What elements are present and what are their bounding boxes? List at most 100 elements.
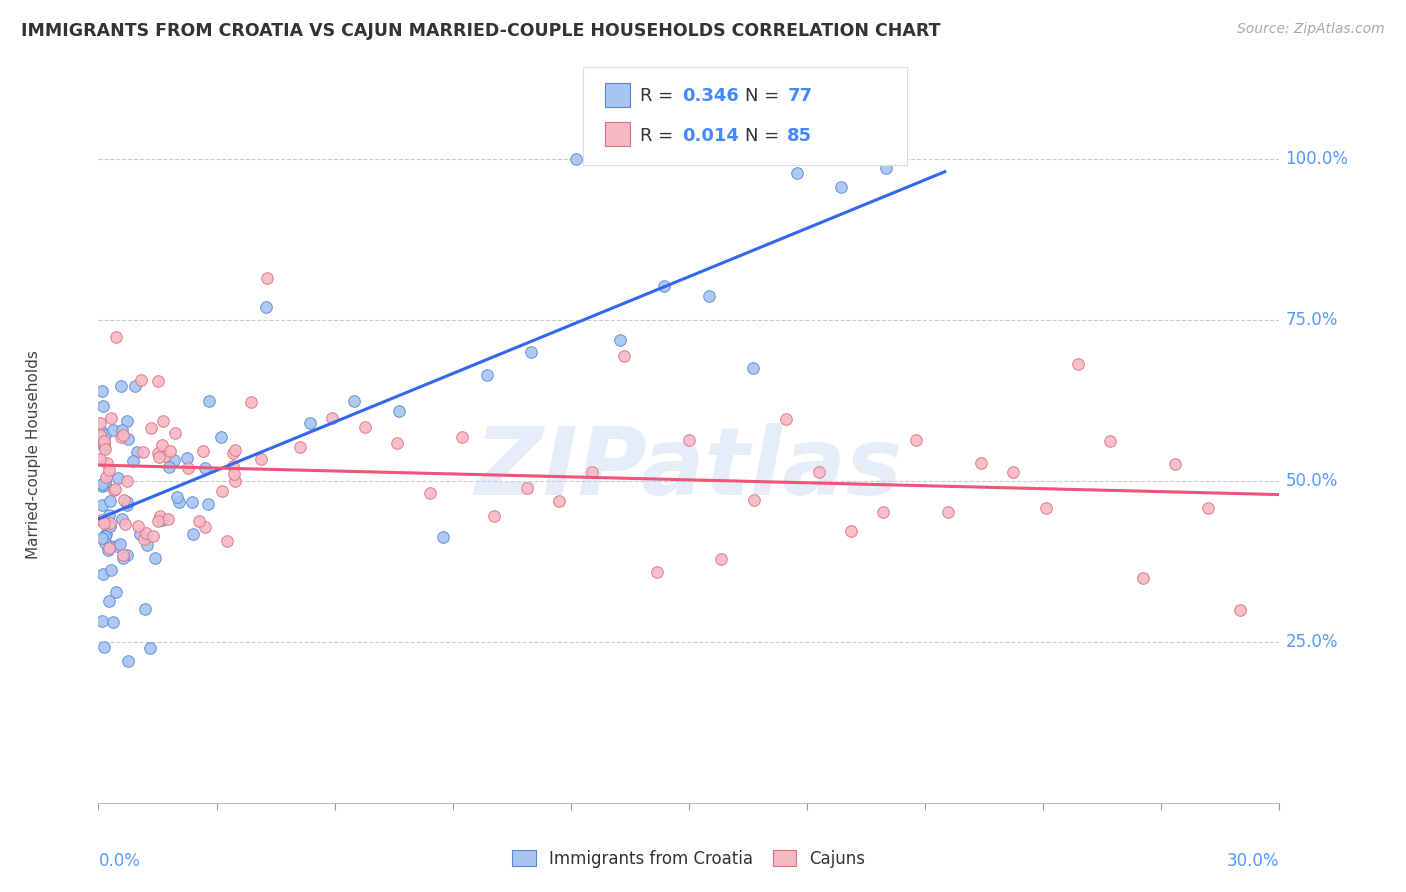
Point xyxy=(197,394,219,409)
Point xyxy=(142,529,165,543)
Point xyxy=(150,438,173,452)
Point xyxy=(388,403,411,417)
Point xyxy=(839,524,862,538)
Point xyxy=(564,152,588,166)
Point xyxy=(163,426,186,441)
Text: 50.0%: 50.0% xyxy=(1285,472,1337,490)
Point xyxy=(141,420,163,434)
Point xyxy=(105,330,128,344)
Point xyxy=(904,433,927,447)
Point xyxy=(127,444,149,458)
Point xyxy=(149,509,172,524)
Point xyxy=(156,512,179,526)
Point xyxy=(105,540,128,554)
Point xyxy=(112,551,135,566)
Point xyxy=(100,564,122,578)
Point xyxy=(875,161,897,176)
Point xyxy=(117,433,139,447)
Point xyxy=(194,520,217,534)
Point xyxy=(98,518,121,533)
Point xyxy=(94,470,117,484)
Point xyxy=(100,410,122,425)
Point xyxy=(157,460,180,475)
Point xyxy=(678,433,700,447)
Point xyxy=(135,525,157,540)
Point xyxy=(98,539,121,553)
Point xyxy=(970,457,993,471)
Point xyxy=(91,476,114,491)
Point xyxy=(1197,500,1219,515)
Point xyxy=(97,541,120,556)
Point xyxy=(222,445,245,459)
Point xyxy=(1067,357,1090,371)
Point xyxy=(90,513,112,527)
Point xyxy=(197,497,219,511)
Point xyxy=(742,360,765,375)
Point xyxy=(419,485,441,500)
Point xyxy=(150,513,173,527)
Point xyxy=(222,458,245,473)
Point xyxy=(91,425,114,439)
Point xyxy=(250,452,273,467)
Point xyxy=(581,465,603,479)
Legend: Immigrants from Croatia, Cajuns: Immigrants from Croatia, Cajuns xyxy=(506,843,872,874)
Point xyxy=(807,465,830,479)
Point xyxy=(146,374,169,388)
Point xyxy=(484,508,506,523)
Point xyxy=(89,416,111,430)
Point xyxy=(93,478,115,492)
Point xyxy=(143,550,166,565)
Point xyxy=(91,614,114,628)
Point xyxy=(98,494,121,508)
Point xyxy=(152,414,174,428)
Point xyxy=(343,393,366,408)
Point xyxy=(115,414,138,428)
Point xyxy=(697,289,720,303)
Point xyxy=(146,446,169,460)
Point xyxy=(148,450,170,465)
Point xyxy=(98,594,121,608)
Point xyxy=(117,548,139,562)
Point xyxy=(124,378,146,392)
Point xyxy=(609,333,631,347)
Point xyxy=(91,531,114,545)
Point xyxy=(1002,465,1025,479)
Text: IMMIGRANTS FROM CROATIA VS CAJUN MARRIED-COUPLE HOUSEHOLDS CORRELATION CHART: IMMIGRANTS FROM CROATIA VS CAJUN MARRIED… xyxy=(21,22,941,40)
Point xyxy=(652,278,676,293)
Point xyxy=(516,481,538,495)
Point xyxy=(167,495,190,509)
Point xyxy=(117,654,139,668)
Text: 85: 85 xyxy=(787,127,813,145)
Text: 75.0%: 75.0% xyxy=(1285,310,1337,328)
Point xyxy=(1164,458,1187,472)
Point xyxy=(155,449,177,463)
Point xyxy=(786,166,808,180)
Text: 100.0%: 100.0% xyxy=(1285,150,1348,168)
Point xyxy=(89,428,111,442)
Point xyxy=(159,443,181,458)
Point xyxy=(710,551,733,566)
Point xyxy=(94,529,117,543)
Point xyxy=(91,384,114,398)
Text: N =: N = xyxy=(745,87,785,105)
Point xyxy=(299,416,322,430)
Point xyxy=(127,518,149,533)
Text: R =: R = xyxy=(640,127,679,145)
Point xyxy=(475,368,499,382)
Text: R =: R = xyxy=(640,87,679,105)
Point xyxy=(97,543,120,558)
Point xyxy=(177,461,200,475)
Point xyxy=(222,467,245,481)
Point xyxy=(321,411,343,425)
Point xyxy=(89,452,111,467)
Point xyxy=(135,538,157,552)
Point xyxy=(93,477,115,491)
Point xyxy=(134,602,156,616)
Text: 30.0%: 30.0% xyxy=(1227,852,1279,870)
Point xyxy=(872,505,894,519)
Point xyxy=(115,499,138,513)
Point xyxy=(1035,500,1057,515)
Point xyxy=(105,585,128,599)
Point xyxy=(451,430,474,444)
Text: Married-couple Households: Married-couple Households xyxy=(25,351,41,559)
